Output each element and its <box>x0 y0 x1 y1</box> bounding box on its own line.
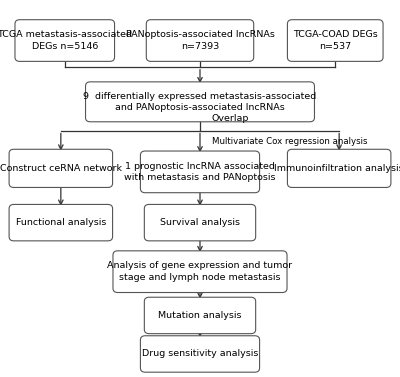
Text: Immunoinfiltration analysis: Immunoinfiltration analysis <box>274 164 400 173</box>
Text: Overlap: Overlap <box>212 114 249 123</box>
Text: TCGA metastasis-associated
DEGs n=5146: TCGA metastasis-associated DEGs n=5146 <box>0 30 132 51</box>
Text: Survival analysis: Survival analysis <box>160 218 240 227</box>
FancyBboxPatch shape <box>9 149 112 187</box>
Text: 9  differentially expressed metastasis-associated
and PANoptosis-associated lncR: 9 differentially expressed metastasis-as… <box>83 92 317 112</box>
FancyBboxPatch shape <box>288 149 391 187</box>
Text: Drug sensitivity analysis: Drug sensitivity analysis <box>142 349 258 359</box>
FancyBboxPatch shape <box>288 20 383 61</box>
FancyBboxPatch shape <box>140 336 260 372</box>
Text: Mutation analysis: Mutation analysis <box>158 311 242 320</box>
Text: 1 prognostic lncRNA associated
with metastasis and PANoptosis: 1 prognostic lncRNA associated with meta… <box>124 162 276 182</box>
Text: Analysis of gene expression and tumor
stage and lymph node metastasis: Analysis of gene expression and tumor st… <box>108 261 292 282</box>
Text: Functional analysis: Functional analysis <box>16 218 106 227</box>
Text: PANoptosis-associated lncRNAs
n=7393: PANoptosis-associated lncRNAs n=7393 <box>126 30 274 51</box>
Text: TCGA-COAD DEGs
n=537: TCGA-COAD DEGs n=537 <box>293 30 378 51</box>
FancyBboxPatch shape <box>146 20 254 61</box>
FancyBboxPatch shape <box>9 204 112 241</box>
FancyBboxPatch shape <box>140 151 260 193</box>
Text: Multivariate Cox regression analysis: Multivariate Cox regression analysis <box>212 137 367 146</box>
FancyBboxPatch shape <box>86 82 314 122</box>
Text: Construct ceRNA network: Construct ceRNA network <box>0 164 122 173</box>
FancyBboxPatch shape <box>144 204 256 241</box>
FancyBboxPatch shape <box>144 297 256 334</box>
FancyBboxPatch shape <box>15 20 114 61</box>
FancyBboxPatch shape <box>113 251 287 293</box>
